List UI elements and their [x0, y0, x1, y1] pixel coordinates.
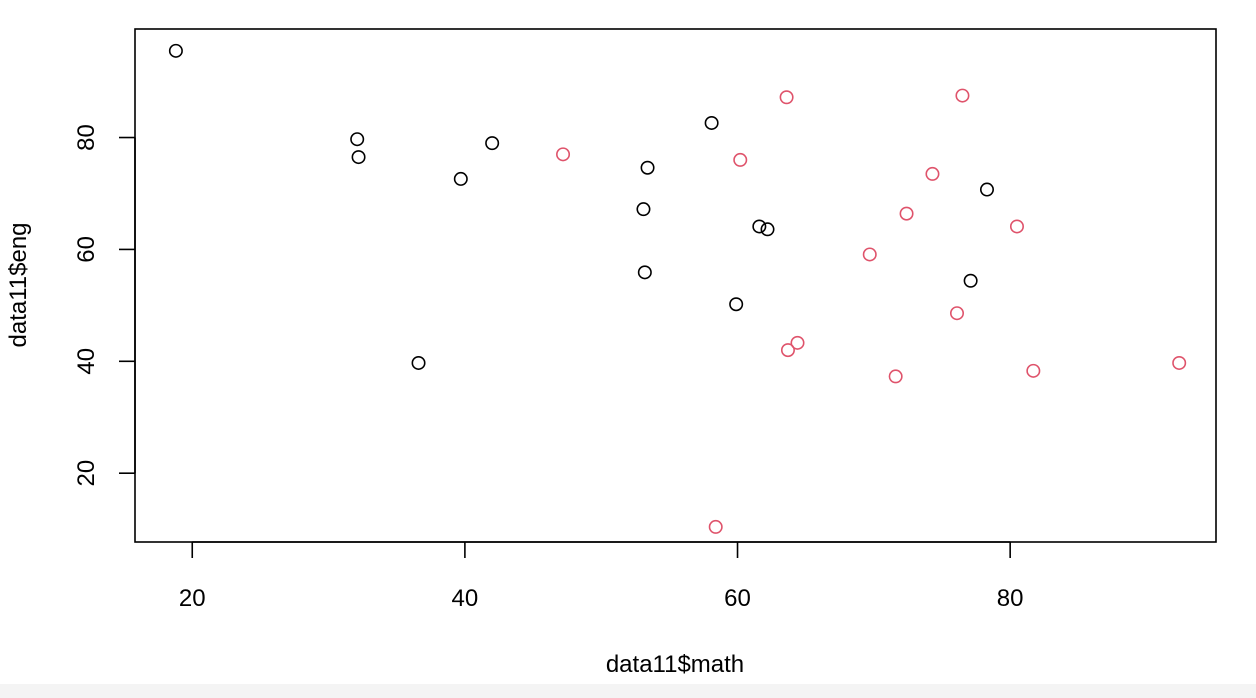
data-point-series-1 [640, 160, 655, 175]
data-point-series-1 [704, 115, 719, 130]
data-point-series-2 [925, 166, 940, 181]
data-point-series-1 [963, 273, 978, 288]
data-point-series-1 [979, 182, 994, 197]
data-point-series-2 [779, 90, 794, 105]
data-point-series-2 [899, 206, 914, 221]
data-point-series-2 [862, 247, 877, 262]
data-point-series-2 [1009, 219, 1024, 234]
data-point-series-1 [637, 265, 652, 280]
points-layer [168, 43, 1187, 534]
y-tick-label: 80 [73, 124, 100, 151]
y-tick-label: 40 [73, 348, 100, 375]
data-point-series-1 [760, 222, 775, 237]
data-point-series-1 [351, 150, 366, 165]
x-tick-label: 40 [452, 585, 479, 612]
plot-frame [134, 28, 1217, 543]
data-point-series-2 [733, 152, 748, 167]
y-axis-title: data11$eng [5, 222, 32, 347]
x-tick-label: 60 [724, 585, 751, 612]
data-point-series-1 [636, 202, 651, 217]
data-point-series-1 [752, 219, 767, 234]
data-point-series-1 [350, 132, 365, 147]
data-point-series-1 [453, 171, 468, 186]
data-point-series-2 [1172, 355, 1187, 370]
data-point-series-1 [485, 136, 500, 151]
y-tick-label: 20 [73, 460, 100, 487]
x-tick-label: 20 [179, 585, 206, 612]
data-point-series-2 [888, 369, 903, 384]
data-point-series-2 [556, 147, 571, 162]
data-point-series-2 [780, 343, 795, 358]
data-point-series-2 [790, 335, 805, 350]
y-tick-label: 60 [73, 236, 100, 263]
y-axis: 20 40 60 80 [73, 124, 136, 487]
data-point-series-2 [949, 306, 964, 321]
x-axis: 20 40 60 80 [179, 541, 1024, 612]
bottom-strip [0, 684, 1256, 698]
x-axis-title: data11$math [606, 651, 744, 678]
data-point-series-2 [1026, 363, 1041, 378]
data-point-series-1 [729, 297, 744, 312]
data-point-series-2 [708, 519, 723, 534]
data-point-series-1 [411, 355, 426, 370]
x-tick-label: 80 [997, 585, 1024, 612]
data-point-series-2 [955, 88, 970, 103]
data-point-series-1 [168, 43, 183, 58]
